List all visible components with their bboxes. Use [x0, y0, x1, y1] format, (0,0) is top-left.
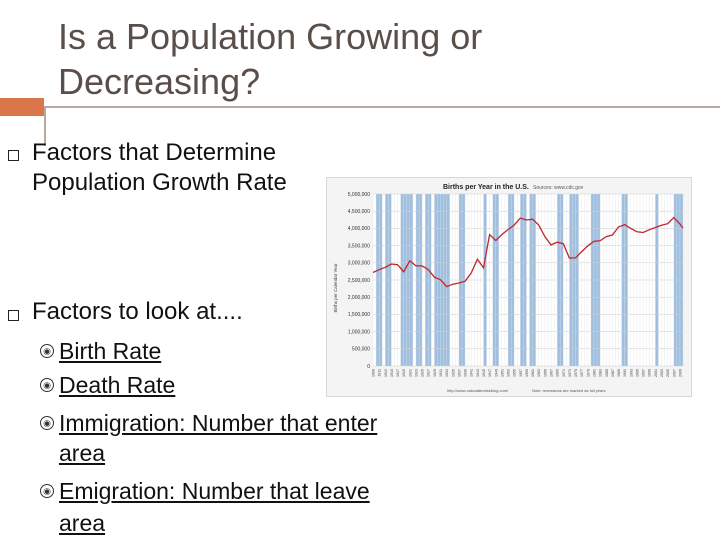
- accent-bar: [0, 98, 44, 116]
- x-tick-label: 1913: [384, 369, 388, 377]
- x-tick-label: 1989: [617, 369, 621, 377]
- x-tick-label: 1991: [623, 369, 627, 377]
- x-tick-label: 1957: [519, 369, 523, 377]
- y-tick-label: 3,500,000: [348, 243, 370, 249]
- x-tick-label: 1981: [592, 369, 596, 377]
- y-tick-label: 3,000,000: [348, 261, 370, 267]
- chart-ylabel: Births per Calendar Year: [333, 263, 338, 313]
- x-tick-label: 1921: [408, 369, 412, 377]
- bullet-factors-determine: Factors that Determine Population Growth…: [32, 138, 287, 198]
- x-tick-label: 1959: [525, 369, 529, 377]
- births-chart: Births per Year in the U.S. Sources: www…: [326, 177, 692, 397]
- x-tick-label: 2007: [672, 369, 676, 377]
- x-tick-label: 1951: [500, 369, 504, 377]
- y-tick-label: 4,500,000: [348, 209, 370, 215]
- x-tick-label: 1971: [562, 369, 566, 377]
- x-tick-label: 1963: [537, 369, 541, 377]
- x-tick-label: 1987: [611, 369, 615, 377]
- chart-footer-left: http://www.calculatedriskblog.com/: [447, 388, 509, 393]
- title-divider: [44, 106, 720, 108]
- y-tick-label: 1,000,000: [348, 329, 370, 335]
- x-tick-label: 1953: [507, 369, 511, 377]
- x-tick-label: 1947: [488, 369, 492, 377]
- sub-emigration: Emigration: Number that leave: [59, 478, 370, 504]
- x-tick-label: 1927: [427, 369, 431, 377]
- x-tick-label: 2003: [660, 369, 664, 377]
- x-tick-label: 1999: [648, 369, 652, 377]
- x-tick-label: 1939: [464, 369, 468, 377]
- x-tick-label: 1993: [629, 369, 633, 377]
- x-tick-label: 2005: [666, 369, 670, 377]
- y-tick-label: 5,000,000: [348, 192, 370, 198]
- x-tick-label: 1917: [396, 369, 400, 377]
- bullet-factors-look: Factors to look at....: [32, 298, 243, 325]
- target-icon: ◉: [40, 484, 54, 498]
- x-tick-label: 1945: [482, 369, 486, 377]
- births-series-line: [372, 216, 684, 288]
- x-tick-label: 1941: [470, 369, 474, 377]
- y-tick-label: 2,000,000: [348, 295, 370, 301]
- bullet-square-icon: [8, 310, 19, 321]
- sub-birth-rate: Birth Rate: [59, 338, 162, 364]
- x-tick-label: 1935: [451, 369, 455, 377]
- sub-emigration-cont: area: [59, 510, 106, 536]
- x-tick-label: 1937: [457, 369, 461, 377]
- x-tick-label: 1995: [635, 369, 639, 377]
- sub-immigration-cont: area: [59, 440, 106, 466]
- x-tick-label: 2001: [654, 369, 658, 377]
- x-tick-label: 1973: [568, 369, 572, 377]
- y-tick-label: 1,500,000: [348, 312, 370, 318]
- x-tick-label: 1985: [605, 369, 609, 377]
- y-tick-label: 0: [367, 364, 370, 370]
- x-tick-label: 1997: [642, 369, 646, 377]
- chart-footer-right: Note: recessions are marked as full year…: [532, 388, 606, 393]
- births-chart-svg: Births per Year in the U.S. Sources: www…: [333, 184, 684, 393]
- chart-title: Births per Year in the U.S.: [443, 184, 529, 191]
- x-tick-label: 1923: [414, 369, 418, 377]
- x-tick-label: 1961: [531, 369, 535, 377]
- x-tick-label: 1955: [513, 369, 517, 377]
- target-icon: ◉: [40, 344, 54, 358]
- x-tick-label: 1931: [439, 369, 443, 377]
- sub-immigration: Immigration: Number that enter: [59, 410, 378, 436]
- x-tick-label: 1979: [586, 369, 590, 377]
- x-tick-label: 1929: [433, 369, 437, 377]
- x-tick-label: 1967: [550, 369, 554, 377]
- title-divider-vertical: [44, 106, 46, 146]
- x-tick-label: 1983: [599, 369, 603, 377]
- slide-title-line2: Decreasing?: [58, 61, 261, 102]
- bullet1-line2: Population Growth Rate: [32, 169, 287, 196]
- x-tick-label: 1975: [574, 369, 578, 377]
- sub-death-rate: Death Rate: [59, 372, 176, 398]
- x-tick-label: 1919: [402, 369, 406, 377]
- x-tick-label: 1925: [421, 369, 425, 377]
- x-tick-label: 1915: [390, 369, 394, 377]
- x-tick-label: 1965: [543, 369, 547, 377]
- bullet-square-icon: [8, 150, 19, 161]
- x-tick-label: 1909: [372, 369, 376, 377]
- slide-title-line1: Is a Population Growing or: [58, 16, 483, 57]
- y-tick-label: 500,000: [352, 347, 370, 353]
- slide-title: Is a Population Growing or Decreasing?: [58, 14, 678, 104]
- x-tick-label: 1949: [494, 369, 498, 377]
- bullet1-line1: Factors that Determine: [32, 139, 277, 166]
- x-tick-label: 1977: [580, 369, 584, 377]
- x-tick-label: 1933: [445, 369, 449, 377]
- x-tick-label: 1943: [476, 369, 480, 377]
- target-icon: ◉: [40, 378, 54, 392]
- y-tick-label: 2,500,000: [348, 278, 370, 284]
- chart-source-label: Sources: www.cdc.gov: [533, 185, 584, 191]
- x-tick-label: 1911: [378, 369, 382, 377]
- x-tick-label: 2009: [678, 369, 682, 377]
- x-tick-label: 1969: [556, 369, 560, 377]
- y-tick-label: 4,000,000: [348, 226, 370, 232]
- target-icon: ◉: [40, 416, 54, 430]
